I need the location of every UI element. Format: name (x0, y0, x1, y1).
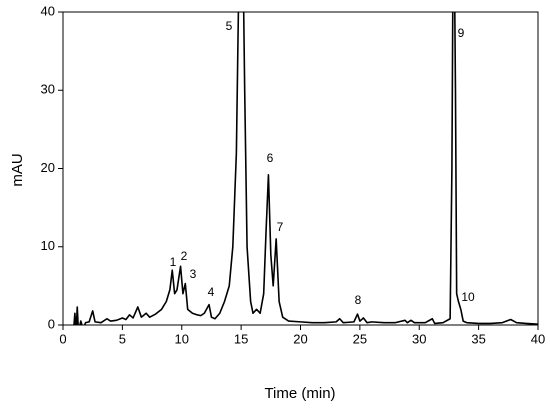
peak-label: 10 (461, 290, 475, 304)
peak-label: 4 (208, 285, 215, 299)
peak-label: 2 (181, 249, 188, 263)
plot-frame (62, 11, 539, 326)
x-tick-label: 30 (412, 331, 426, 346)
y-tick-label: 40 (41, 3, 55, 18)
peak-label: 9 (458, 26, 465, 40)
peak-label: 3 (190, 267, 197, 281)
x-tick-label: 25 (353, 331, 367, 346)
y-tick-label: 30 (41, 82, 55, 97)
y-tick-label: 10 (41, 238, 55, 253)
y-tick-label: 20 (41, 160, 55, 175)
x-tick-label: 15 (234, 331, 248, 346)
x-axis-title: Time (min) (264, 385, 335, 402)
peak-label: 6 (267, 151, 274, 165)
peak-label: 1 (170, 255, 177, 269)
chromatogram-line (71, 12, 538, 325)
x-tick-label: 0 (59, 331, 66, 346)
x-tick-label: 10 (175, 331, 189, 346)
x-tick-label: 35 (471, 331, 485, 346)
peak-label: 8 (355, 293, 362, 307)
peak-label: 7 (277, 220, 284, 234)
x-tick-label: 40 (531, 331, 545, 346)
peak-label: 5 (226, 19, 233, 33)
y-tick-label: 0 (48, 316, 55, 331)
y-axis-title: mAU (9, 153, 26, 186)
x-tick-label: 5 (119, 331, 126, 346)
x-tick-label: 20 (293, 331, 307, 346)
